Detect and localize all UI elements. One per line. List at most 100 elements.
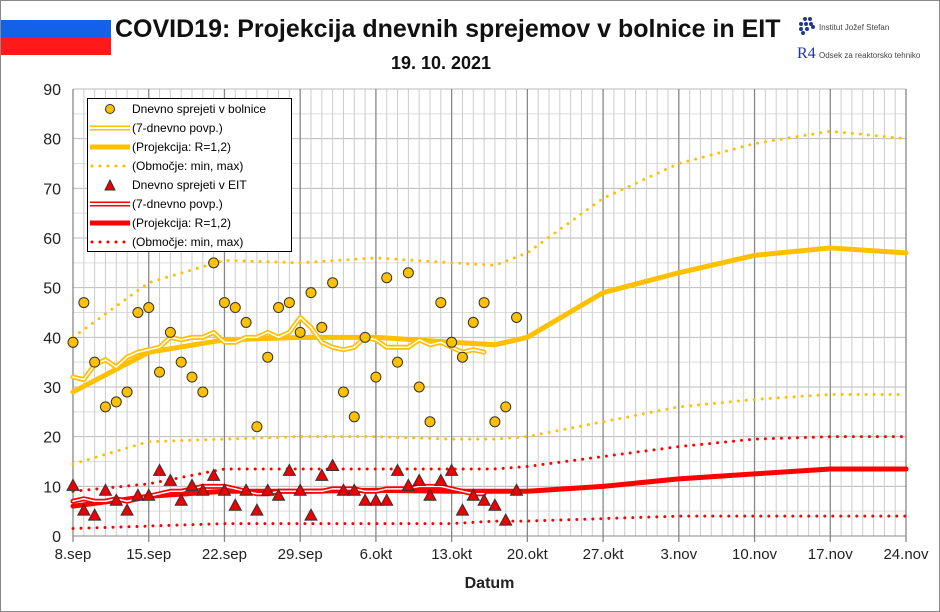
icu-point (369, 493, 383, 506)
x-tick-label: 15.sep (126, 546, 171, 563)
hospital-point (197, 386, 209, 398)
r4-logo-icon: R4 (797, 45, 816, 62)
y-tick-label: 60 (43, 231, 61, 248)
icu-point (423, 488, 437, 501)
hospital-point (110, 396, 122, 408)
hospital-point (164, 326, 176, 338)
hospital-point (240, 316, 252, 328)
hospital-point (511, 311, 523, 323)
icu-point (260, 483, 275, 496)
x-tick-label: 17.nov (808, 546, 854, 563)
icu-point (379, 493, 394, 506)
icu-point (336, 483, 351, 496)
icu-point (239, 483, 253, 496)
x-tick-label: 22.sep (202, 546, 247, 563)
x-tick-label: 20.okt (507, 546, 549, 563)
legend-label: Dnevno sprejeti v EIT (132, 177, 247, 192)
icu-point (163, 473, 178, 486)
r4-logo-text: Odsek za reaktorsko tehniko (819, 51, 921, 60)
hospital-point (67, 336, 79, 348)
icu-point (141, 488, 156, 501)
hospital-point (456, 351, 468, 363)
icu-point (390, 463, 405, 476)
hospital-7day-line-inner (72, 316, 485, 381)
icu-point (325, 458, 340, 471)
icu-point (282, 463, 297, 476)
hospital-point (467, 316, 479, 328)
hospital-min-line (71, 392, 908, 466)
icu-point (412, 473, 427, 486)
hospital-point (273, 302, 285, 314)
hospital-point (478, 297, 490, 309)
hospital-point (262, 351, 274, 363)
chart-subtitle: 19. 10. 2021 (390, 53, 492, 73)
hospital-point (435, 297, 447, 309)
legend-item: Dnevno sprejeti v EIT (88, 175, 291, 194)
legend-item: (7-dnevno povp.) (88, 194, 291, 213)
hospital-point (392, 356, 404, 368)
hospital-point (89, 356, 101, 368)
hospital-point (154, 366, 166, 378)
hospital-point (132, 307, 144, 318)
hospital-point (489, 416, 501, 428)
icu-point (66, 478, 80, 491)
x-axis-label: Datum (465, 575, 515, 592)
y-tick-label: 20 (43, 430, 61, 447)
icu-point (206, 468, 221, 481)
hospital-point (348, 411, 360, 423)
icu-point (498, 513, 513, 526)
icu-point (87, 508, 102, 521)
icu-point (250, 503, 264, 516)
icu-point (228, 498, 243, 511)
icu-point (488, 498, 502, 511)
icu-point (174, 493, 189, 506)
icu-point (120, 503, 134, 516)
y-tick-label: 10 (43, 479, 61, 496)
hospital-point (186, 371, 198, 383)
y-tick-label: 90 (43, 82, 61, 99)
hospital-point (424, 416, 436, 428)
icu-point (314, 468, 329, 481)
x-tick-label: 6.okt (360, 546, 393, 563)
icu-max-line (71, 435, 908, 493)
icu-point (347, 483, 362, 496)
icu-point (185, 478, 199, 491)
hospital-point (402, 267, 414, 279)
y-tick-label: 0 (52, 529, 61, 546)
icu-point (509, 483, 524, 496)
slovenia-flag-icon (1, 13, 111, 55)
hospital-point (229, 302, 241, 314)
x-tick-label: 27.okt (583, 546, 625, 563)
y-tick-label: 40 (43, 330, 61, 347)
icu-point (98, 483, 113, 496)
chart-title: COVID19: Projekcija dnevnih sprejemov v … (115, 15, 781, 43)
x-tick-label: 13.okt (431, 546, 473, 563)
icu-point (304, 508, 318, 521)
icu-point (358, 493, 372, 506)
hospital-point (413, 381, 425, 393)
icu-point (444, 463, 459, 476)
hospital-point (294, 326, 306, 338)
hospital-point (251, 421, 263, 433)
hospital-point (78, 297, 90, 309)
hospital-point (316, 321, 328, 333)
hospital-point (283, 297, 295, 309)
y-tick-label: 70 (43, 181, 61, 198)
icu-point (293, 483, 308, 496)
hospital-point (121, 386, 133, 398)
icu-point (401, 478, 416, 491)
legend-item: (7-dnevno povp.) (88, 118, 291, 137)
legend-item: (Območje: min, max) (88, 156, 291, 175)
legend-label: (Območje: min, max) (132, 234, 244, 249)
y-tick-label: 80 (43, 132, 61, 149)
legend-item: (Območje: min, max) (88, 232, 291, 251)
x-tick-label: 24.nov (883, 546, 929, 563)
legend-label: (Projekcija: R=1,2) (132, 215, 232, 230)
hospital-point (327, 277, 339, 289)
icu-point (217, 483, 232, 496)
hospital-point (359, 331, 371, 343)
icu-point (131, 488, 145, 501)
x-tick-label: 29.sep (278, 546, 323, 563)
